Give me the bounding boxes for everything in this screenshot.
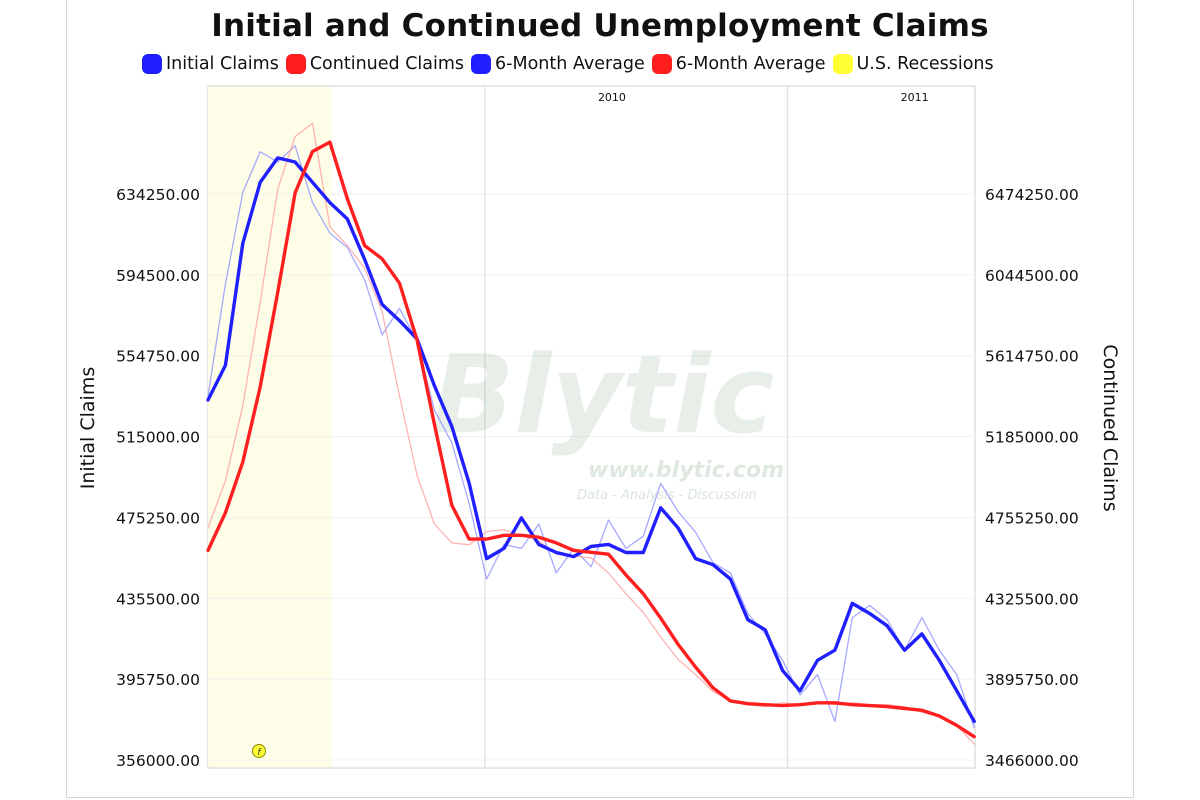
series-line-initial-average (206, 156, 976, 724)
chart-title: Initial and Continued Unemployment Claim… (211, 8, 989, 44)
legend-swatch-icon (651, 54, 672, 74)
y-right-tick-label: 6044500.00 (985, 267, 1079, 285)
y-right-tick-label: 4755250.00 (985, 509, 1079, 527)
recession-layer: f (208, 87, 332, 767)
recession-marker-icon (252, 744, 266, 758)
y-left-tick-label: 554750.00 (116, 348, 200, 366)
y-axis-left-title: Initial Claims (77, 367, 99, 490)
y-right-tick-label: 5185000.00 (985, 429, 1079, 447)
series-layer (206, 122, 976, 745)
legend-label: U.S. Recessions (856, 54, 994, 74)
legend-item-continued-6mo-average[interactable]: 6-Month Average (651, 54, 826, 74)
legend-swatch-icon (832, 54, 853, 74)
y-right-tick-label: 6474250.00 (985, 186, 1079, 204)
legend-item-us-recessions[interactable]: U.S. Recessions (832, 54, 994, 74)
grid-layer: 2010 2011 (208, 86, 975, 768)
legend: Initial Claims Continued Claims 6-Month … (142, 52, 1001, 76)
legend-label: 6-Month Average (495, 54, 645, 74)
series-line-initial-raw (207, 145, 975, 729)
y-right-tick-label: 3466000.00 (985, 752, 1079, 770)
plot-area (207, 85, 976, 769)
y-left-tick-label: 594500.00 (116, 267, 200, 285)
watermark-tagline: Data - Analysis - Discussion (577, 488, 757, 503)
axes-layer: 634250.00 594500.00 554750.00 515000.00 4752… (116, 186, 1079, 770)
legend-item-initial-6mo-average[interactable]: 6-Month Average (471, 54, 645, 74)
y-left-tick-label: 634250.00 (116, 186, 200, 204)
legend-item-continued-claims[interactable]: Continued Claims (285, 54, 465, 74)
y-right-tick-label: 4325500.00 (985, 590, 1079, 608)
y-left-tick-label: 475250.00 (116, 509, 200, 527)
watermark-brand: Blytic (432, 333, 774, 458)
y-left-tick-label: 395750.00 (116, 671, 200, 689)
plot-background (207, 85, 976, 769)
y-left-tick-label: 435500.00 (116, 590, 200, 608)
legend-label: Continued Claims (309, 54, 465, 74)
y-right-tick-label: 3895750.00 (985, 671, 1079, 689)
legend-label: 6-Month Average (675, 54, 826, 74)
recession-marker-label: f (257, 748, 262, 758)
legend-item-initial-claims[interactable]: Initial Claims (142, 54, 279, 74)
series-line-continued-average (206, 140, 976, 739)
legend-swatch-icon (285, 54, 306, 74)
y-left-tick-label: 515000.00 (116, 429, 200, 447)
x-year-label: 2010 (598, 91, 626, 104)
legend-swatch-icon (142, 54, 162, 74)
y-left-tick-label: 356000.00 (116, 752, 200, 770)
chart-frame (66, 0, 1134, 798)
legend-swatch-icon (471, 54, 492, 74)
y-axis-right-title: Continued Claims (1099, 344, 1121, 511)
watermark-url: www.blytic.com (588, 458, 784, 483)
y-right-tick-label: 5614750.00 (985, 348, 1079, 366)
recession-band (208, 87, 332, 767)
legend-label: Initial Claims (166, 54, 279, 74)
x-year-label: 2011 (901, 91, 929, 104)
watermark: Blytic www.blytic.com Data - Analysis - … (432, 333, 784, 503)
